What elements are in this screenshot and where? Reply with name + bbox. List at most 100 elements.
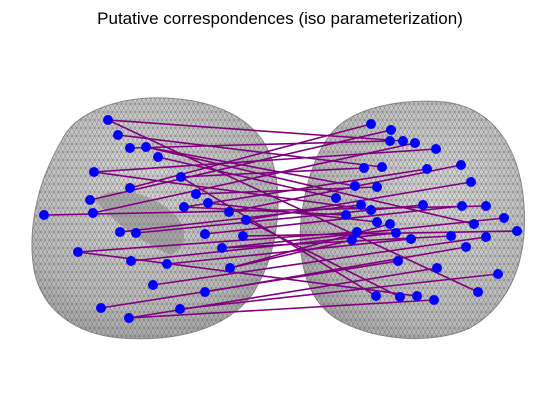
correspondence-line <box>93 171 372 211</box>
right-keypoint <box>385 219 395 229</box>
left-keypoint <box>148 280 158 290</box>
right-keypoint <box>406 234 416 244</box>
correspondence-line <box>100 260 399 309</box>
right-keypoint <box>366 205 376 215</box>
left-mesh <box>31 97 279 340</box>
keypoints <box>39 115 522 323</box>
correspondence-line <box>183 206 347 216</box>
right-keypoint <box>432 263 442 273</box>
correspondence-line <box>245 219 401 298</box>
left-keypoint <box>124 313 134 323</box>
left-keypoint <box>89 167 99 177</box>
correspondence-line <box>129 123 372 189</box>
right-keypoint <box>493 269 503 279</box>
correspondence-line <box>128 299 435 319</box>
correspondence-line <box>179 273 499 310</box>
right-keypoint <box>371 291 381 301</box>
right-keypoint <box>347 235 357 245</box>
right-keypoint <box>341 210 351 220</box>
left-keypoint <box>115 227 125 237</box>
right-keypoint <box>391 228 401 238</box>
right-keypoint <box>461 242 471 252</box>
correspondence-line <box>180 167 365 178</box>
correspondence-line <box>119 204 362 233</box>
correspondence-line <box>107 119 479 293</box>
left-keypoint <box>39 210 49 220</box>
right-keypoint <box>469 219 479 229</box>
right-keypoint <box>456 160 466 170</box>
correspondence-line <box>89 129 392 201</box>
correspondence-line <box>93 148 437 173</box>
correspondence-line <box>107 119 404 142</box>
left-keypoint <box>125 183 135 193</box>
right-keypoint <box>512 226 522 236</box>
left-keypoint <box>141 142 151 152</box>
left-keypoint <box>88 208 98 218</box>
left-keypoint <box>200 287 210 297</box>
correspondence-line <box>229 239 353 269</box>
right-keypoint <box>331 193 341 203</box>
right-keypoint <box>422 164 432 174</box>
correspondence-line <box>157 156 337 199</box>
right-keypoint <box>481 232 491 242</box>
right-keypoint <box>481 201 491 211</box>
right-mesh <box>299 100 526 340</box>
right-keypoint <box>366 119 376 129</box>
right-keypoint <box>473 287 483 297</box>
left-keypoint <box>238 231 248 241</box>
left-keypoint <box>200 229 210 239</box>
left-keypoint <box>203 198 213 208</box>
left-keypoint <box>176 172 186 182</box>
right-keypoint <box>431 144 441 154</box>
right-keypoint <box>359 163 369 173</box>
left-keypoint <box>153 152 163 162</box>
correspondence-line <box>92 142 416 214</box>
left-keypoint <box>191 189 201 199</box>
right-keypoint <box>410 138 420 148</box>
correspondence-line <box>129 140 391 149</box>
left-keypoint <box>85 195 95 205</box>
right-keypoint <box>499 213 509 223</box>
right-keypoint <box>393 256 403 266</box>
left-keypoint <box>103 115 113 125</box>
correspondence-line <box>145 146 475 225</box>
left-keypoint <box>217 243 227 253</box>
left-keypoint <box>241 215 251 225</box>
left-keypoint <box>96 303 106 313</box>
right-keypoint <box>418 200 428 210</box>
right-keypoint <box>372 217 382 227</box>
left-keypoint <box>125 143 135 153</box>
right-keypoint <box>429 295 439 305</box>
correspondence-line <box>229 223 391 269</box>
correspondence-line <box>242 230 518 237</box>
right-keypoint <box>466 177 476 187</box>
figure-title: Putative correspondences (iso parameteri… <box>97 9 463 28</box>
correspondence-line <box>228 164 462 213</box>
correspondence-line <box>183 168 428 208</box>
right-keypoint <box>372 182 382 192</box>
right-keypoint <box>398 136 408 146</box>
right-keypoint <box>412 291 422 301</box>
right-keypoint <box>457 201 467 211</box>
left-keypoint <box>224 207 234 217</box>
right-keypoint <box>446 231 456 241</box>
left-keypoint <box>73 247 83 257</box>
right-keypoint <box>395 292 405 302</box>
left-keypoint <box>113 130 123 140</box>
left-keypoint <box>179 202 189 212</box>
correspondence-line <box>117 134 383 168</box>
right-keypoint <box>386 125 396 135</box>
left-keypoint <box>162 259 172 269</box>
left-keypoint <box>225 263 235 273</box>
left-keypoint <box>175 304 185 314</box>
right-keypoint <box>356 200 366 210</box>
correspondence-line <box>221 217 505 249</box>
right-keypoint <box>350 181 360 191</box>
correspondence-line <box>77 231 358 253</box>
left-keypoint <box>131 228 141 238</box>
left-keypoint <box>126 256 136 266</box>
right-keypoint <box>377 162 387 172</box>
right-keypoint <box>352 227 362 237</box>
right-keypoint <box>385 136 395 146</box>
